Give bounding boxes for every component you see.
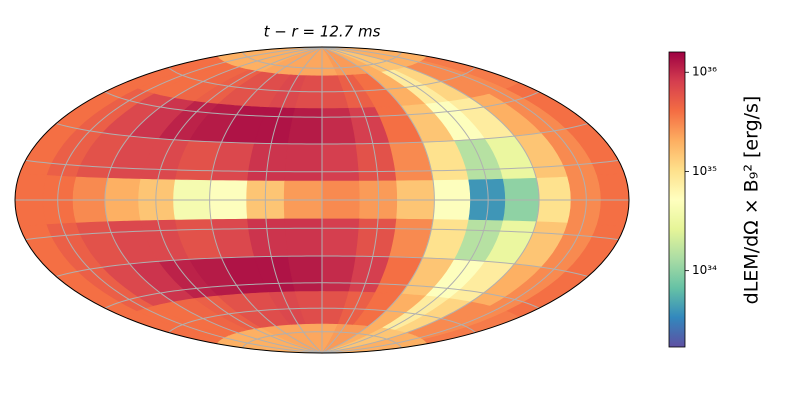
chart-title: t − r = 12.7 ms bbox=[264, 23, 381, 41]
colorbar-tick-label: 10³⁵ bbox=[692, 164, 717, 178]
grid-line bbox=[55, 123, 589, 145]
colorbar-tick-label: 10³⁴ bbox=[692, 263, 717, 277]
heat-cell bbox=[284, 143, 323, 182]
grid-line bbox=[104, 91, 540, 118]
grid-line bbox=[242, 331, 402, 349]
colorbar bbox=[668, 51, 686, 348]
colorbar-tick-label: 10³⁶ bbox=[692, 65, 717, 79]
heat-cell bbox=[284, 218, 323, 257]
grid-line bbox=[25, 227, 619, 241]
grid-line bbox=[55, 255, 589, 277]
grid-line bbox=[168, 67, 476, 93]
map-outline bbox=[14, 46, 630, 354]
heat-cell bbox=[321, 143, 360, 182]
colorbar-label: dLEM/dΩ × B₉² [erg/s] bbox=[741, 96, 763, 305]
grid-line bbox=[242, 51, 402, 69]
grid-line bbox=[168, 307, 476, 333]
heat-cell bbox=[321, 218, 360, 257]
grid-line bbox=[25, 159, 619, 173]
grid-line bbox=[104, 282, 540, 309]
